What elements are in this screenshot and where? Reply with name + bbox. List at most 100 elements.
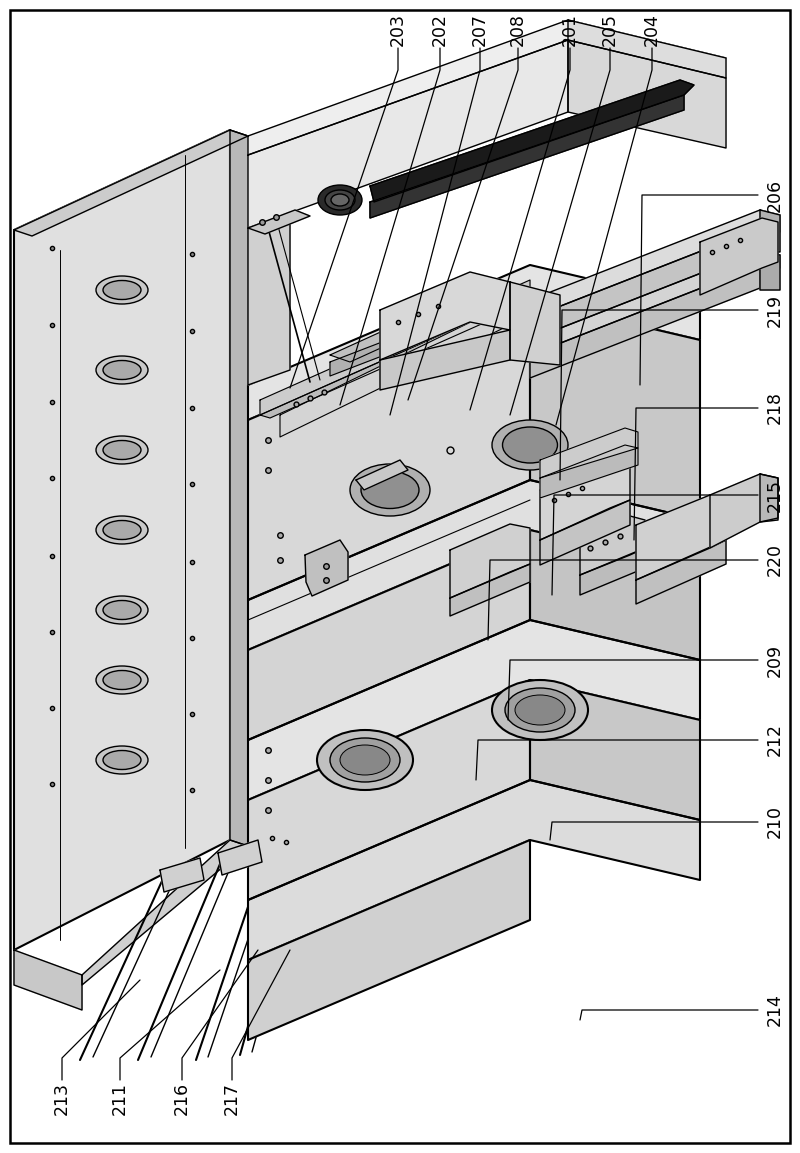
Polygon shape [530, 210, 780, 318]
Ellipse shape [103, 280, 141, 300]
Text: 215: 215 [766, 478, 784, 512]
Text: 216: 216 [173, 1082, 191, 1115]
Ellipse shape [330, 738, 400, 782]
Text: 204: 204 [643, 13, 661, 46]
Polygon shape [248, 779, 700, 960]
Polygon shape [636, 540, 726, 604]
Polygon shape [14, 950, 82, 1010]
Text: 202: 202 [431, 13, 449, 46]
Ellipse shape [361, 472, 419, 508]
Polygon shape [580, 517, 645, 575]
Ellipse shape [96, 356, 148, 384]
Ellipse shape [331, 194, 349, 206]
Polygon shape [530, 265, 760, 378]
Polygon shape [330, 306, 460, 362]
Polygon shape [636, 495, 726, 580]
Text: 212: 212 [766, 723, 784, 756]
Polygon shape [248, 265, 700, 420]
Polygon shape [248, 530, 530, 740]
Ellipse shape [502, 427, 558, 464]
Polygon shape [248, 214, 290, 385]
Ellipse shape [103, 520, 141, 540]
Ellipse shape [492, 420, 568, 470]
Text: 209: 209 [766, 643, 784, 677]
Ellipse shape [317, 730, 413, 790]
Polygon shape [305, 540, 348, 596]
Polygon shape [700, 218, 778, 295]
Ellipse shape [103, 601, 141, 619]
Text: 217: 217 [223, 1082, 241, 1115]
Polygon shape [510, 282, 560, 366]
Text: 213: 213 [53, 1082, 71, 1115]
Polygon shape [248, 300, 530, 600]
Text: 211: 211 [111, 1082, 129, 1115]
Polygon shape [540, 500, 630, 565]
Text: 208: 208 [509, 13, 527, 46]
Polygon shape [380, 330, 510, 390]
Ellipse shape [96, 666, 148, 694]
Ellipse shape [318, 184, 362, 214]
Ellipse shape [103, 361, 141, 379]
Polygon shape [218, 841, 262, 875]
Text: 201: 201 [561, 13, 579, 46]
Polygon shape [330, 312, 460, 376]
Text: 218: 218 [766, 392, 784, 424]
Polygon shape [370, 80, 694, 202]
Text: 203: 203 [389, 13, 407, 46]
Polygon shape [450, 523, 530, 598]
Polygon shape [248, 680, 530, 900]
Polygon shape [710, 474, 778, 548]
Polygon shape [540, 428, 638, 478]
Polygon shape [160, 858, 204, 892]
Text: 219: 219 [766, 293, 784, 326]
Polygon shape [380, 272, 510, 360]
Polygon shape [760, 474, 778, 522]
Polygon shape [760, 210, 780, 253]
Text: 205: 205 [601, 13, 619, 46]
Ellipse shape [350, 464, 430, 517]
Polygon shape [248, 40, 568, 228]
Polygon shape [568, 20, 726, 78]
Polygon shape [760, 250, 780, 291]
Text: 206: 206 [766, 179, 784, 211]
Polygon shape [530, 680, 700, 820]
Ellipse shape [96, 517, 148, 544]
Ellipse shape [492, 680, 588, 740]
Text: 207: 207 [471, 13, 489, 46]
Polygon shape [580, 548, 645, 595]
Ellipse shape [505, 688, 575, 732]
Ellipse shape [96, 596, 148, 624]
Polygon shape [230, 130, 248, 846]
Polygon shape [450, 564, 530, 616]
Polygon shape [260, 280, 530, 415]
Ellipse shape [96, 436, 148, 464]
Polygon shape [248, 210, 310, 234]
Polygon shape [260, 295, 540, 419]
Ellipse shape [515, 695, 565, 725]
Polygon shape [540, 460, 630, 540]
Polygon shape [530, 250, 780, 355]
Polygon shape [568, 40, 726, 148]
Polygon shape [248, 20, 726, 155]
Polygon shape [82, 841, 248, 985]
Ellipse shape [103, 671, 141, 689]
Polygon shape [14, 130, 248, 236]
Text: 214: 214 [766, 994, 784, 1026]
Text: 210: 210 [766, 806, 784, 838]
Polygon shape [530, 228, 760, 340]
Polygon shape [370, 95, 684, 218]
Polygon shape [248, 841, 530, 1040]
Polygon shape [356, 460, 408, 490]
Polygon shape [248, 620, 700, 800]
Polygon shape [530, 300, 700, 520]
Polygon shape [540, 449, 638, 498]
Ellipse shape [96, 746, 148, 774]
Polygon shape [248, 480, 700, 650]
Polygon shape [14, 130, 230, 950]
Ellipse shape [103, 751, 141, 769]
Polygon shape [530, 530, 700, 660]
Ellipse shape [340, 745, 390, 775]
Ellipse shape [325, 190, 355, 210]
Ellipse shape [103, 440, 141, 460]
Text: 220: 220 [766, 543, 784, 576]
